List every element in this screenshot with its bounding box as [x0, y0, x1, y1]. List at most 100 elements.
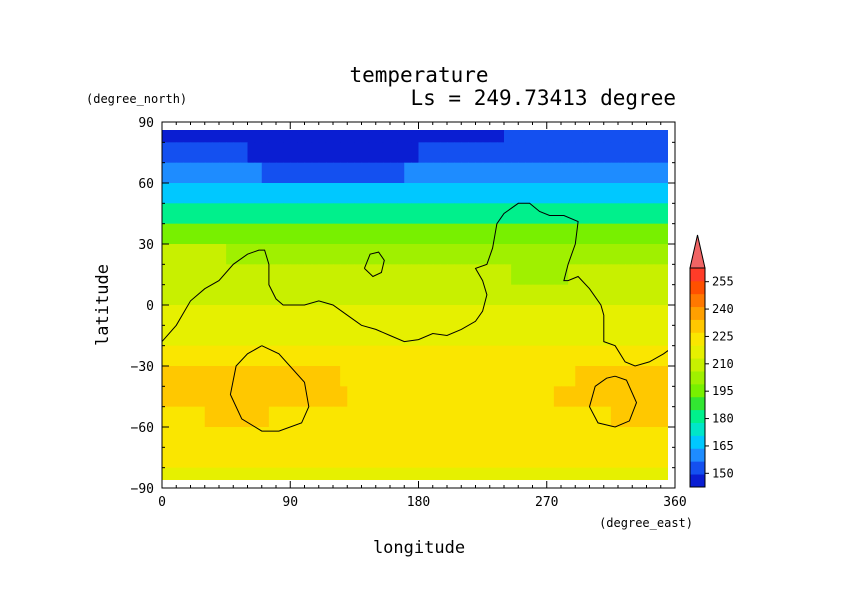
field-cell [268, 305, 277, 326]
field-cell [596, 345, 605, 367]
field-cell [667, 406, 668, 428]
field-cell [375, 223, 384, 245]
field-cell [325, 406, 334, 428]
field-cell [525, 447, 534, 469]
field-cell [546, 386, 555, 408]
field-cell [553, 264, 562, 286]
field-cell [418, 142, 427, 164]
field-cell [582, 386, 591, 408]
field-cell [382, 130, 391, 143]
field-cell [162, 142, 170, 164]
field-cell [518, 130, 526, 143]
field-cell [318, 130, 327, 143]
temperature-field [162, 130, 668, 480]
field-cell [233, 203, 241, 225]
field-cell [625, 223, 633, 245]
field-cell [553, 142, 562, 164]
field-cell [610, 264, 619, 286]
field-cell [618, 142, 626, 164]
field-cell [190, 467, 199, 480]
field-cell [439, 264, 448, 286]
field-cell [190, 366, 199, 387]
field-cell [226, 142, 234, 164]
field-cell [304, 244, 313, 265]
field-cell [382, 325, 391, 347]
field-cell [646, 264, 655, 286]
field-cell [233, 325, 241, 347]
field-cell [397, 203, 405, 225]
field-cell [618, 203, 626, 225]
field-cell [283, 447, 291, 469]
field-cell [283, 203, 291, 225]
field-cell [518, 264, 526, 286]
field-cell [425, 325, 434, 347]
field-cell [646, 447, 655, 469]
field-cell [461, 366, 469, 387]
field-cell [204, 162, 213, 184]
field-cell [162, 244, 170, 265]
field-cell [589, 447, 598, 469]
field-cell [240, 386, 249, 408]
field-cell [553, 325, 562, 347]
field-cell [268, 162, 277, 184]
field-cell [539, 467, 548, 480]
field-cell [511, 183, 519, 204]
field-cell [283, 223, 291, 245]
field-cell [226, 406, 234, 428]
field-cell [496, 244, 505, 265]
field-cell [489, 345, 498, 367]
field-cell [482, 264, 491, 286]
field-cell [518, 284, 526, 306]
field-cell [475, 467, 484, 480]
colorbar-band [690, 332, 705, 346]
field-cell [618, 427, 626, 448]
field-cell [240, 264, 249, 286]
field-cell [204, 223, 213, 245]
field-cell [211, 264, 220, 286]
field-cell [653, 183, 662, 204]
field-cell [639, 305, 648, 326]
x-axis-ticks: 0 90 180 270 360 [158, 122, 687, 510]
field-cell [425, 467, 434, 480]
field-cell [610, 223, 619, 245]
field-cell [197, 305, 206, 326]
field-cell [340, 264, 348, 286]
field-cell [532, 386, 541, 408]
field-cell [589, 305, 598, 326]
field-cell [447, 305, 455, 326]
colorbar-band [690, 422, 705, 436]
field-cell [390, 264, 398, 286]
field-cell [411, 366, 420, 387]
field-cell [418, 284, 427, 306]
field-cell [660, 406, 668, 428]
field-cell [176, 386, 184, 408]
field-cell [226, 203, 234, 225]
field-cell [618, 284, 626, 306]
field-cell [204, 386, 213, 408]
field-cell [283, 427, 291, 448]
field-cell [575, 130, 583, 143]
field-cell [596, 183, 605, 204]
field-cell [197, 366, 206, 387]
field-cell [475, 203, 484, 225]
field-cell [539, 325, 548, 347]
field-cell [368, 162, 377, 184]
field-cell [504, 325, 512, 347]
field-cell [219, 447, 227, 469]
field-cell [283, 386, 291, 408]
field-cell [582, 264, 591, 286]
field-cell [333, 244, 341, 265]
field-cell [496, 447, 505, 469]
field-cell [504, 305, 512, 326]
field-cell [660, 142, 668, 164]
field-cell [261, 467, 270, 480]
field-cell [447, 467, 455, 480]
field-cell [183, 427, 192, 448]
field-cell [219, 183, 227, 204]
field-cell [304, 345, 313, 367]
field-cell [625, 305, 633, 326]
field-cell [511, 386, 519, 408]
y-tick-label: 60 [138, 177, 154, 192]
field-cell [439, 244, 448, 265]
field-cell [290, 264, 298, 286]
